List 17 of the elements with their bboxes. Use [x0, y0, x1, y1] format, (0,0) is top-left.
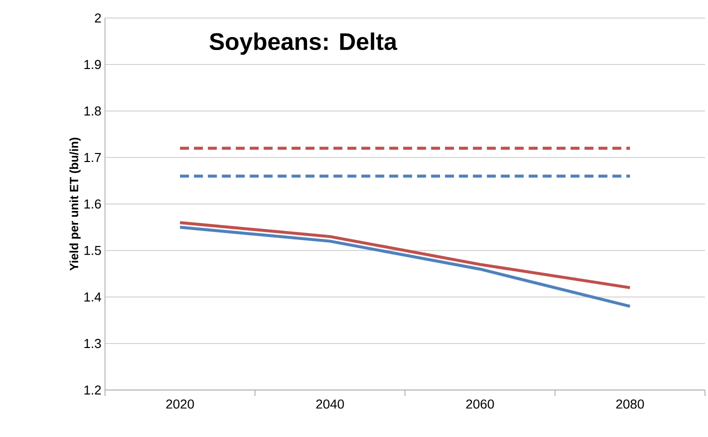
y-tick-label: 1.9 [84, 60, 101, 70]
line-series [178, 221, 632, 290]
y-tick-label: 2 [94, 13, 101, 23]
y-tick-label: 1.7 [84, 153, 101, 162]
y-tick-label: 1.2 [84, 385, 101, 395]
y-tick-label: 1.3 [84, 338, 101, 348]
line-series [178, 226, 632, 308]
x-tick-label: 2020 [166, 399, 194, 409]
x-tick-label: 2040 [316, 399, 344, 409]
y-tick-label: 1.8 [84, 106, 101, 116]
text: Soybeans: Delta [210, 32, 398, 55]
x-tick-label: 2080 [616, 399, 644, 409]
y-tick-label: 1.5 [84, 246, 101, 256]
y-tick-label: 1.6 [84, 199, 101, 209]
x-tick-label: 2060 [466, 399, 494, 409]
y-tick-label: 1.4 [84, 292, 102, 302]
y-axis-title: Yield per unit ET (bu/in) [69, 138, 81, 271]
